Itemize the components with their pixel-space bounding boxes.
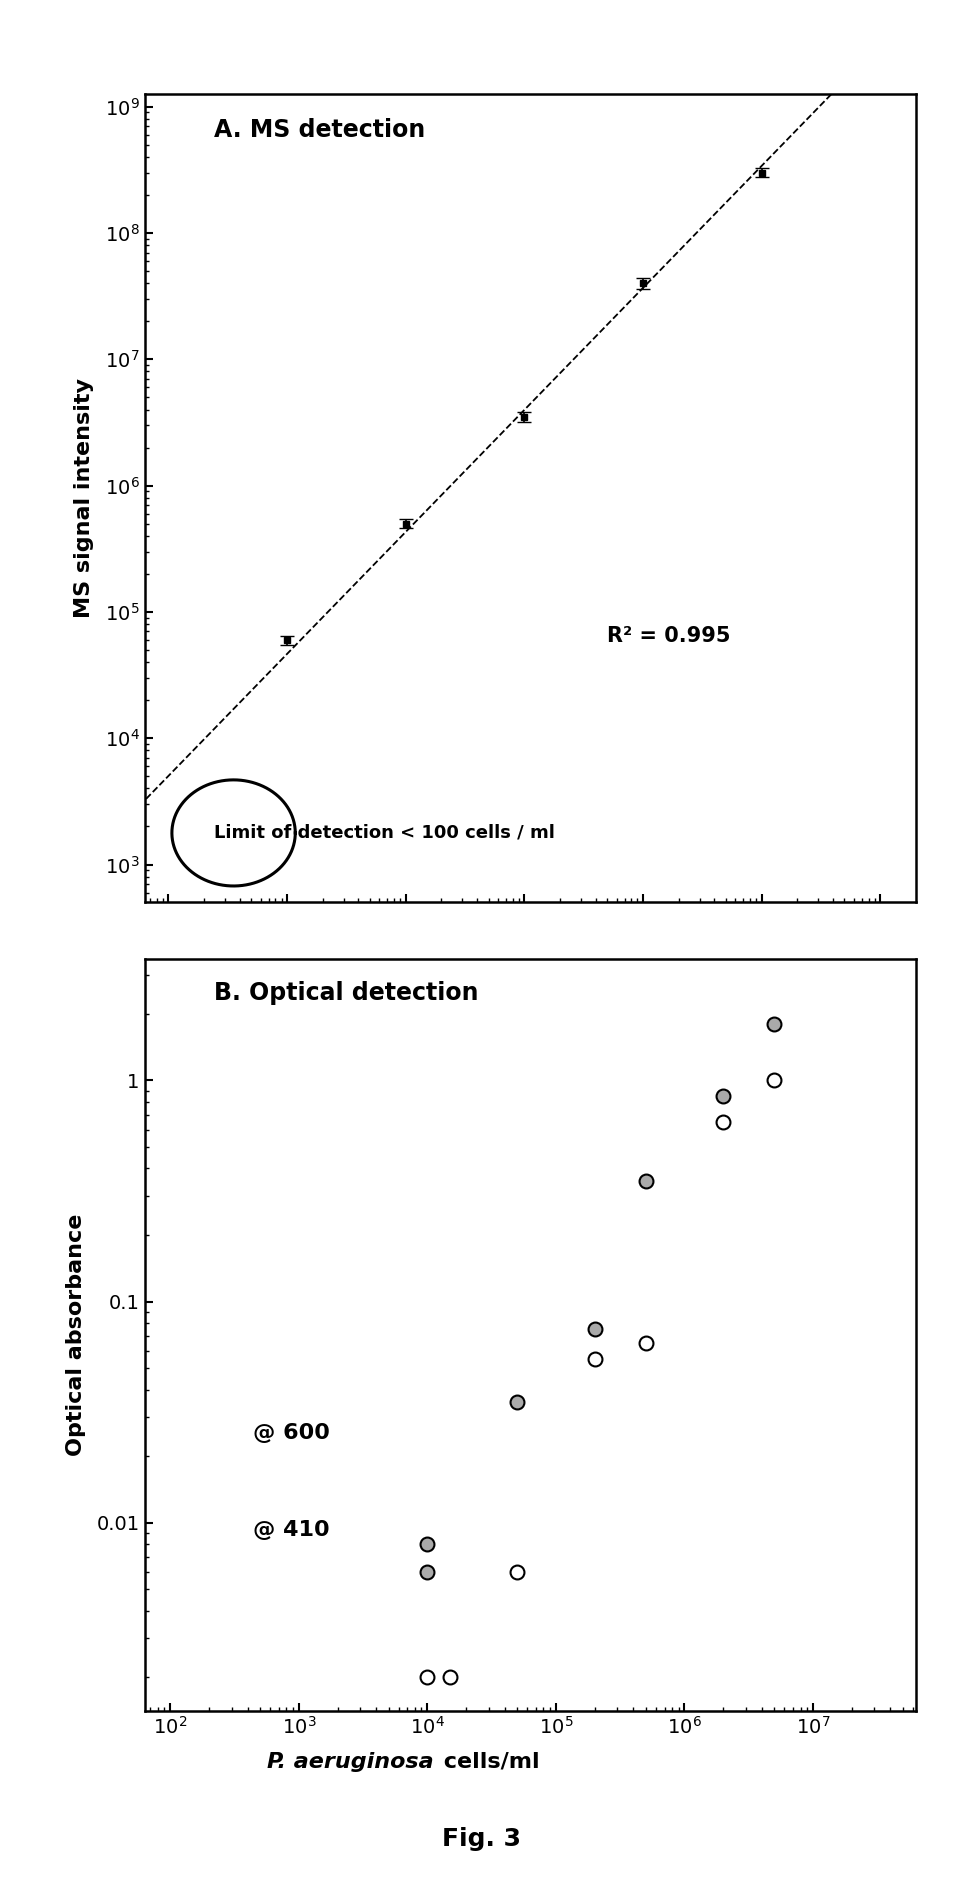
Point [638,1327,654,1357]
Point [638,1166,654,1196]
Point [510,1557,525,1587]
Point [766,1010,782,1040]
Text: @ 600: @ 600 [253,1423,330,1442]
Point [587,1314,602,1344]
Point [419,1528,435,1559]
Point [715,1107,731,1137]
Point [419,1557,435,1587]
Text: P. aeruginosa: P. aeruginosa [267,1752,434,1771]
Text: Fig. 3: Fig. 3 [442,1827,522,1850]
Y-axis label: MS signal intensity: MS signal intensity [74,378,94,619]
Text: B. Optical detection: B. Optical detection [214,981,478,1006]
Point [442,1662,458,1692]
Y-axis label: Optical absorbance: Optical absorbance [66,1214,86,1455]
Point [510,1387,525,1418]
Point [766,1066,782,1096]
Text: Limit of detection < 100 cells / ml: Limit of detection < 100 cells / ml [214,823,555,842]
Point [715,1081,731,1111]
Point [587,1344,602,1374]
Text: R² = 0.995: R² = 0.995 [607,626,731,645]
Text: A. MS detection: A. MS detection [214,118,425,143]
Point [419,1662,435,1692]
Text: cells/ml: cells/ml [436,1752,539,1771]
Text: @ 410: @ 410 [253,1521,329,1540]
